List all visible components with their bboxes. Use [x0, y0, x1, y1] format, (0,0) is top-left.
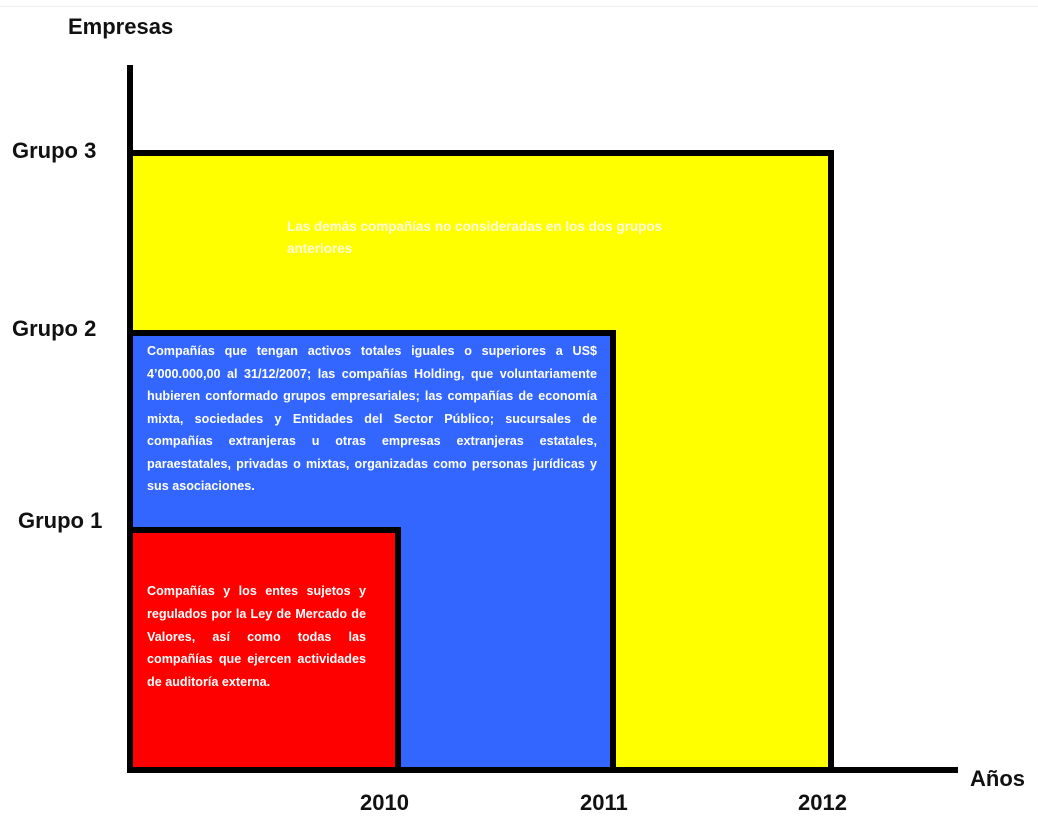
y-axis [127, 65, 133, 773]
year-label: 2012 [798, 790, 847, 815]
year-label: 2011 [580, 790, 628, 815]
group-2-description: Compañías que tengan activos totales igu… [147, 344, 597, 493]
x-axis-label: Años [970, 766, 1025, 791]
group-label: Grupo 3 [12, 138, 97, 163]
group-3-description: Las demás compañías no consideradas en l… [287, 219, 663, 256]
group-label: Grupo 2 [12, 316, 97, 341]
group-1-description: Compañías y los entes sujetos y regulado… [147, 584, 366, 690]
x-axis [127, 767, 958, 773]
year-label: 2010 [360, 790, 409, 815]
y-axis-label: Empresas [68, 14, 174, 39]
top-rule [0, 6, 1038, 7]
group-label: Grupo 1 [18, 508, 103, 533]
